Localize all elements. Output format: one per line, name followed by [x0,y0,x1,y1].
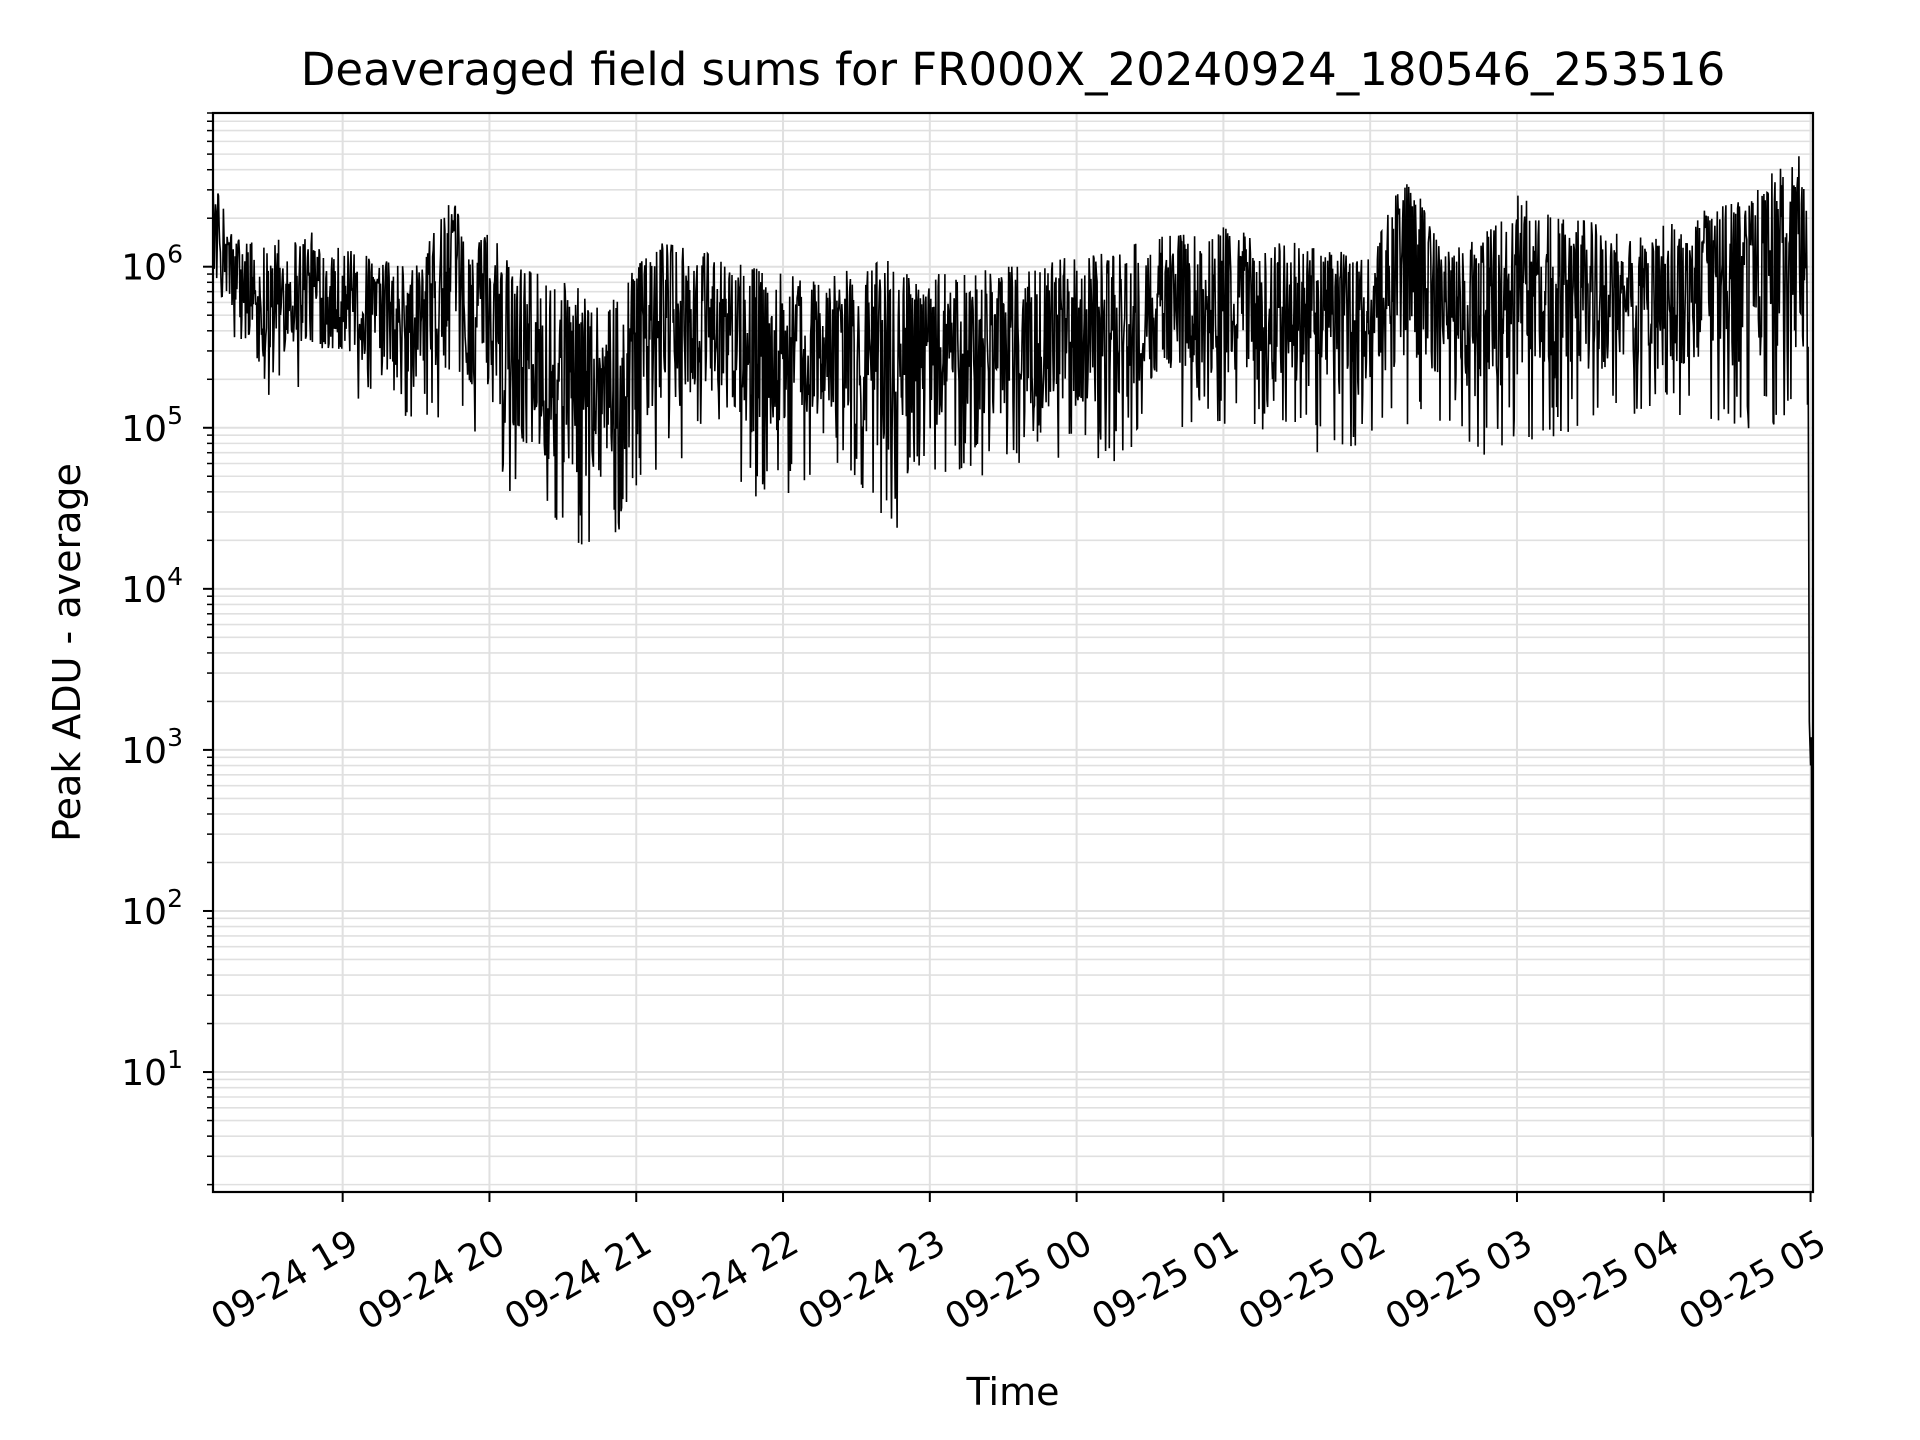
y-tick-label-base: 10 [121,892,167,933]
y-tick-label-exponent: 6 [167,240,183,269]
y-tick-label: 102 [121,884,183,933]
y-tick-label-exponent: 5 [167,401,183,430]
grid-lines [213,112,1813,1192]
y-tick-label-base: 10 [121,248,167,289]
y-tick-label: 104 [121,562,183,611]
y-tick-label: 106 [121,240,183,289]
y-tick-label-exponent: 3 [167,723,183,752]
y-tick-label-base: 10 [121,1053,167,1094]
y-tick-label-base: 10 [121,409,167,450]
y-axis-label: Peak ADU - average [45,463,89,842]
y-tick-label-base: 10 [121,570,167,611]
y-tick-label-exponent: 1 [167,1045,183,1074]
chart-title: Deaveraged field sums for FR000X_2024092… [301,43,1726,96]
y-tick-label: 103 [121,723,183,772]
y-tick-label: 101 [121,1045,183,1094]
y-tick-label: 105 [121,401,183,450]
x-axis-label: Time [966,1370,1060,1414]
series-layer [212,156,1813,1137]
series-line [212,156,1813,1137]
y-tick-label-exponent: 2 [167,884,183,913]
y-tick-label-exponent: 4 [167,562,183,591]
y-tick-label-base: 10 [121,731,167,772]
